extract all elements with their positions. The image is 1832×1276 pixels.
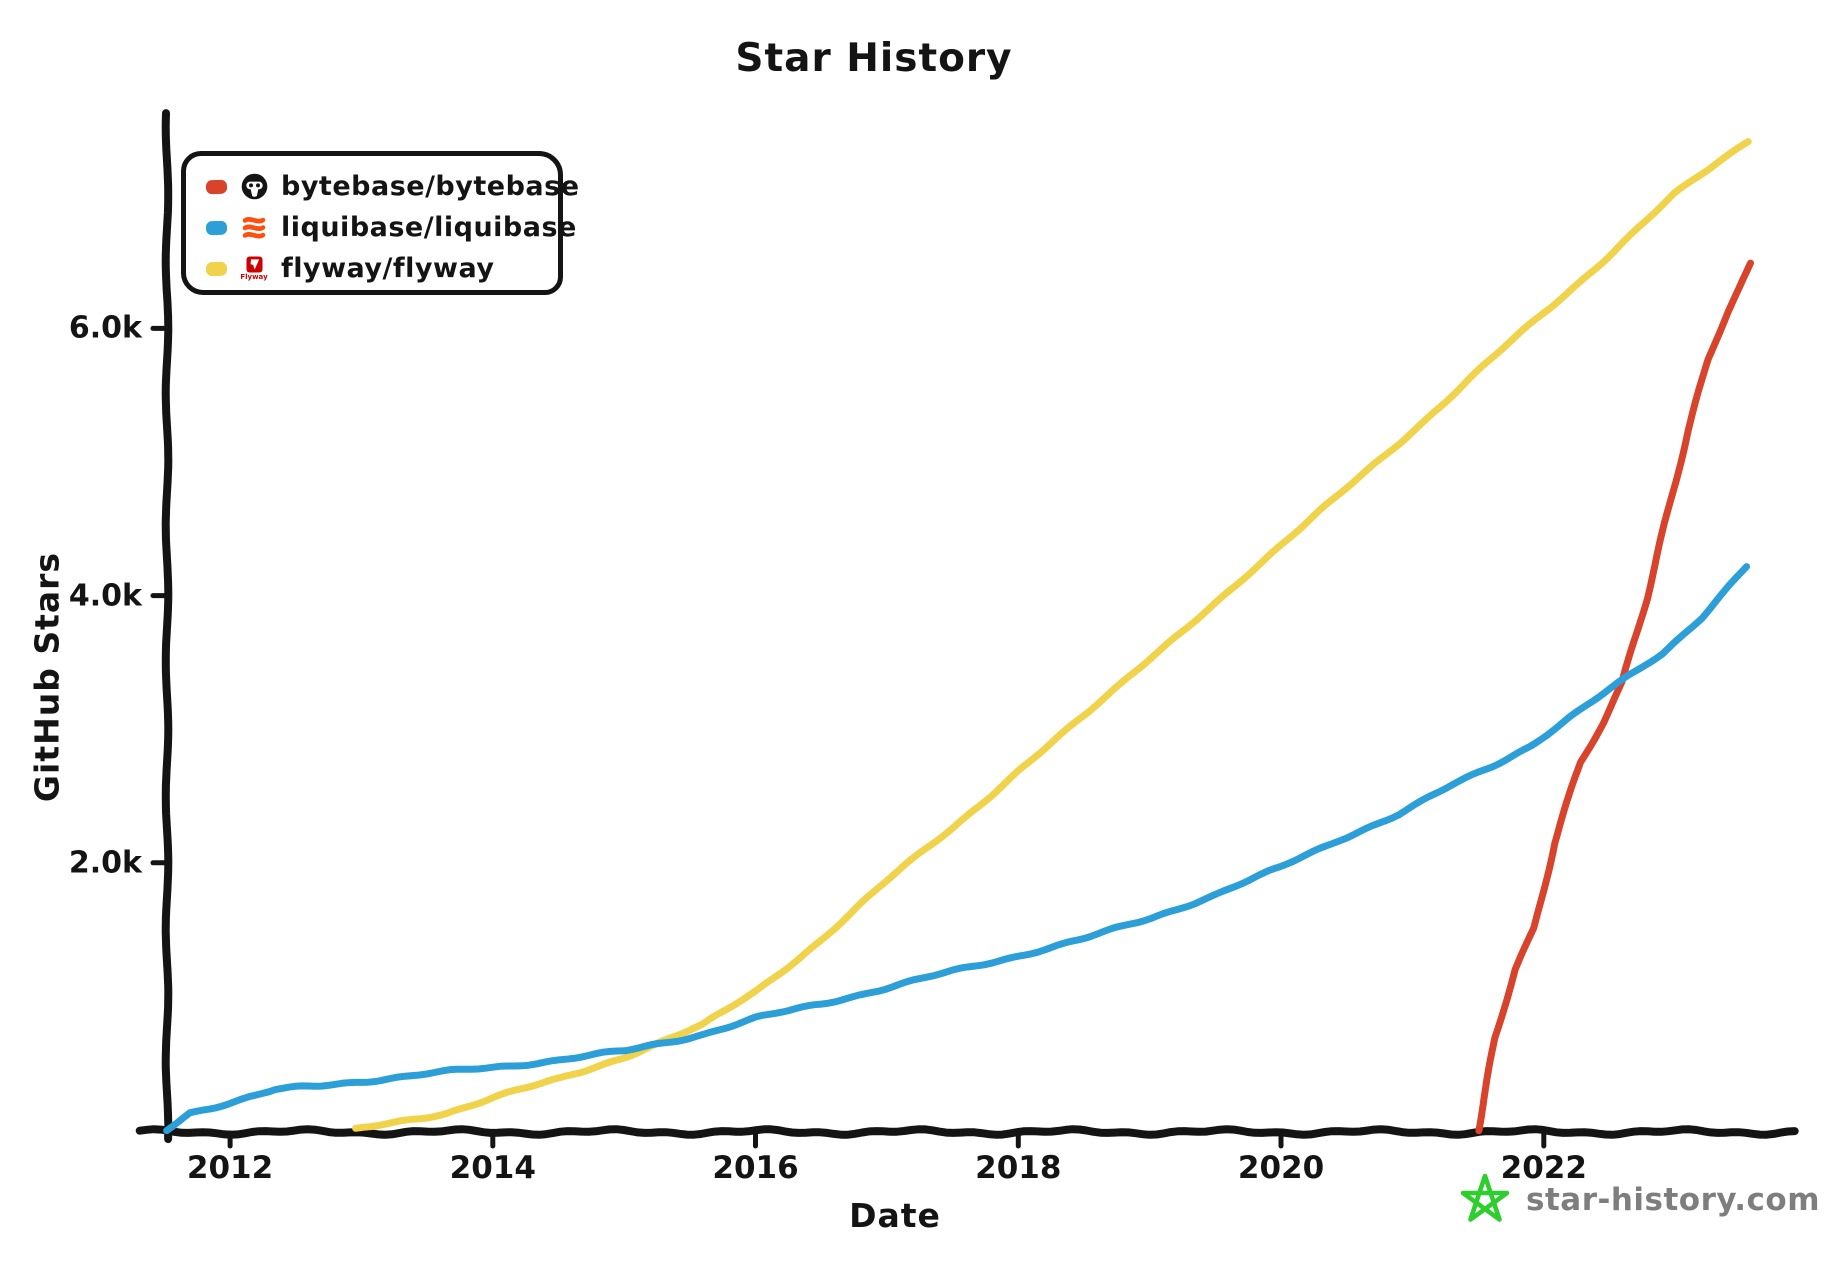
flyway-logo-text: Flyway [240,273,268,281]
watermark-link[interactable]: star-history.com [1458,1172,1820,1228]
series-line-bytebase [1475,259,1754,1135]
legend-swatch-bytebase [205,179,228,194]
x-tick-label: 2016 [712,1150,799,1186]
y-tick-label: 4.0k [68,578,142,614]
x-tick-label: 2012 [186,1150,274,1186]
x-tick-label: 2022 [1500,1150,1587,1186]
legend-swatch-flyway [205,261,228,276]
x-axis-line [135,1125,1799,1139]
x-tick-label: 2020 [1237,1150,1325,1186]
legend-item-flyway: Flyway flyway/flyway [205,248,558,289]
legend-item-liquibase: liquibase/liquibase [205,207,576,248]
series-line-liquibase [163,563,1751,1135]
x-tick-label: 2018 [975,1150,1062,1186]
watermark-text: star-history.com [1526,1182,1821,1218]
liquibase-logo-icon [240,213,268,243]
bytebase-logo-icon [240,172,268,202]
x-tick-label: 2014 [449,1150,536,1186]
y-axis-line [161,109,173,1144]
legend-label-liquibase: liquibase/liquibase [281,212,577,243]
star-icon [1460,1173,1510,1222]
legend-label-flyway: flyway/flyway [281,253,495,284]
legend-item-bytebase: bytebase/bytebase [205,166,579,207]
y-axis-title: GitHub Stars [27,551,67,803]
x-axis-title: Date [849,1196,941,1235]
legend-swatch-liquibase [205,220,228,235]
y-tick-label: 6.0k [68,310,142,346]
chart-title: Star History [735,36,1013,81]
flyway-logo-icon: Flyway [240,254,268,284]
legend: bytebase/bytebase liquibase/liquibase Fl [181,151,579,295]
legend-label-bytebase: bytebase/bytebase [281,171,580,202]
y-tick-label: 2.0k [68,845,142,881]
series-line-flyway [352,138,1752,1132]
